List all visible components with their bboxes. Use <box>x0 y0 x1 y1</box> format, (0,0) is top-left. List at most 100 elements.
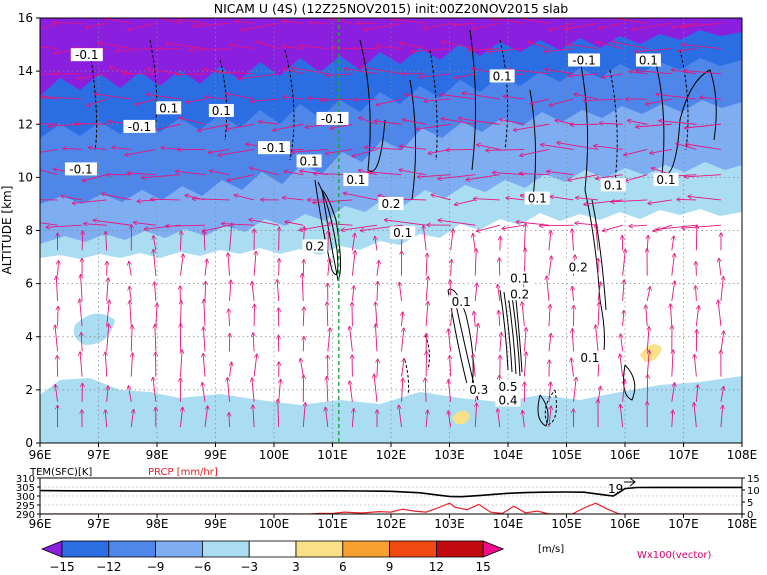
wind-vector <box>622 249 626 276</box>
wind-vector <box>41 97 83 100</box>
wind-vector <box>303 307 304 327</box>
wind-vector <box>349 326 353 352</box>
wind-vector <box>175 171 206 176</box>
wind-vector <box>524 223 525 251</box>
wind-vector <box>720 331 724 352</box>
contour-f <box>654 59 717 176</box>
contour-label-bg <box>653 173 679 187</box>
wind-vector <box>503 96 525 100</box>
wind-vector <box>450 355 451 377</box>
wind-vector <box>549 305 550 327</box>
wind-vector <box>86 22 107 27</box>
sub-x-tick-label: 102E <box>376 517 407 531</box>
wind-vector <box>106 324 109 352</box>
wind-vector <box>249 219 279 226</box>
contour-label: -0.1 <box>262 141 285 155</box>
wind-vector <box>361 67 402 75</box>
wind-vector <box>154 282 155 301</box>
wind-vector <box>104 18 132 24</box>
contour-label-bg <box>343 173 369 187</box>
wind-vector <box>573 377 577 402</box>
colorbar-swatch <box>248 540 297 558</box>
colorbar-tick-label: −3 <box>240 560 258 574</box>
wind-vector <box>63 148 83 149</box>
wind-vector <box>374 374 378 402</box>
contour-c <box>89 39 295 161</box>
wind-vector <box>490 18 525 24</box>
wind-vector <box>343 193 378 201</box>
wind-vector <box>568 174 599 181</box>
wind-vector <box>411 48 451 52</box>
main-x-ticks: 96E 97E 98E 99E 100E 101E 102E 103E 104E 105E 106E… <box>29 443 757 462</box>
wind-vector <box>474 324 478 352</box>
contour-label: 0.2 <box>305 239 324 253</box>
wind-vector <box>648 199 672 204</box>
wind-vector <box>696 385 697 402</box>
wind-vector <box>321 99 353 100</box>
wind-vector <box>101 194 132 201</box>
wind-vector <box>548 256 552 276</box>
wind-vector <box>252 281 255 301</box>
wind-vector <box>549 382 551 402</box>
wind-vector <box>377 359 378 377</box>
wind-vector <box>628 120 648 125</box>
wind-vector <box>636 70 672 75</box>
wind-vector <box>549 406 551 428</box>
wind-vector <box>547 171 574 176</box>
wind-vector <box>303 260 304 276</box>
wind-vector <box>671 281 675 301</box>
shade-low-cyan-patch <box>73 313 115 345</box>
wind-vector <box>303 403 305 428</box>
wind-vector <box>332 48 353 49</box>
wind-vector <box>53 22 83 23</box>
wind-vector <box>721 405 723 428</box>
wind-vector <box>282 198 304 201</box>
main-x-tick-label: 104E <box>493 448 524 462</box>
wind-vector <box>325 407 329 428</box>
wind-vector <box>524 328 526 352</box>
wind-vector <box>313 199 353 203</box>
sub-y-left-tick-label: 300 <box>16 492 35 503</box>
wind-vector <box>557 143 599 150</box>
contour-label-bg <box>507 271 533 285</box>
contour-label-bg <box>208 103 234 117</box>
wind-vector <box>229 223 232 251</box>
sub-y-right-tick-label: 10 <box>747 486 760 497</box>
wind-vector <box>611 200 648 202</box>
wind-vector <box>602 224 623 231</box>
wind-vector <box>695 306 698 327</box>
wind-vector <box>227 174 255 181</box>
main-y-tick-label: 2 <box>25 383 33 397</box>
sub-x-tick-label: 96E <box>29 517 52 531</box>
wind-vector <box>539 225 574 226</box>
wind-vector <box>392 19 427 24</box>
wind-vector <box>351 233 355 251</box>
wind-vector <box>176 74 205 75</box>
wind-vector <box>106 300 110 327</box>
wind-vector <box>500 332 502 352</box>
sub-x-tick-label: 100E <box>259 517 290 531</box>
sub-left-label: TEM(SFC)[K] <box>29 467 92 478</box>
contour-label: 0.2 <box>569 261 588 275</box>
wind-vector <box>155 18 181 24</box>
wind-vector <box>473 233 476 251</box>
wind-vector <box>376 98 402 105</box>
wind-vector <box>135 98 156 105</box>
wind-vector <box>502 224 525 229</box>
wind-vector <box>40 73 58 75</box>
vector-label: Wx100(vector) <box>637 550 712 561</box>
sub-y-right-tick-label: 5 <box>747 498 753 509</box>
wind-vector <box>571 358 574 377</box>
wind-vector <box>230 45 255 49</box>
wind-vector <box>328 258 330 276</box>
main-x-tick-label: 106E <box>610 448 641 462</box>
wind-vector <box>474 311 475 327</box>
wind-vector <box>327 376 328 402</box>
wind-vector <box>55 325 58 352</box>
main-y-tick-label: 16 <box>18 11 33 25</box>
wind-vector <box>165 43 206 49</box>
wind-vector <box>601 73 623 78</box>
wind-vector <box>235 21 255 23</box>
wind-vector <box>229 413 230 428</box>
wind-vector <box>56 276 57 301</box>
